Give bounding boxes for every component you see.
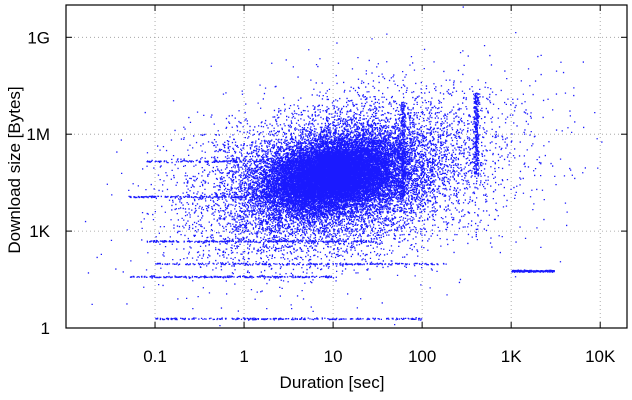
x-axis-label: Duration [sec] [280, 373, 385, 392]
y-tick-label: 1M [26, 125, 50, 144]
y-axis-label: Download size [Bytes] [5, 86, 24, 253]
x-tick-label: 1K [501, 347, 522, 366]
scatter-points [84, 6, 603, 327]
x-axis-tick-labels: 0.1 1 10 100 1K 10K [143, 347, 616, 366]
axis-ticks [66, 5, 627, 329]
plot-frame [65, 4, 628, 329]
y-tick-label: 1 [41, 319, 50, 338]
y-axis-tick-labels: 1 1K 1M 1G [26, 28, 50, 338]
y-tick-label: 1K [29, 222, 50, 241]
x-tick-label: 100 [408, 347, 436, 366]
x-tick-label: 1 [239, 347, 248, 366]
scatter-point-cloud [84, 6, 603, 327]
x-tick-label: 10 [324, 347, 343, 366]
y-tick-label: 1G [27, 28, 50, 47]
x-tick-label: 0.1 [143, 347, 167, 366]
x-tick-label: 10K [585, 347, 616, 366]
